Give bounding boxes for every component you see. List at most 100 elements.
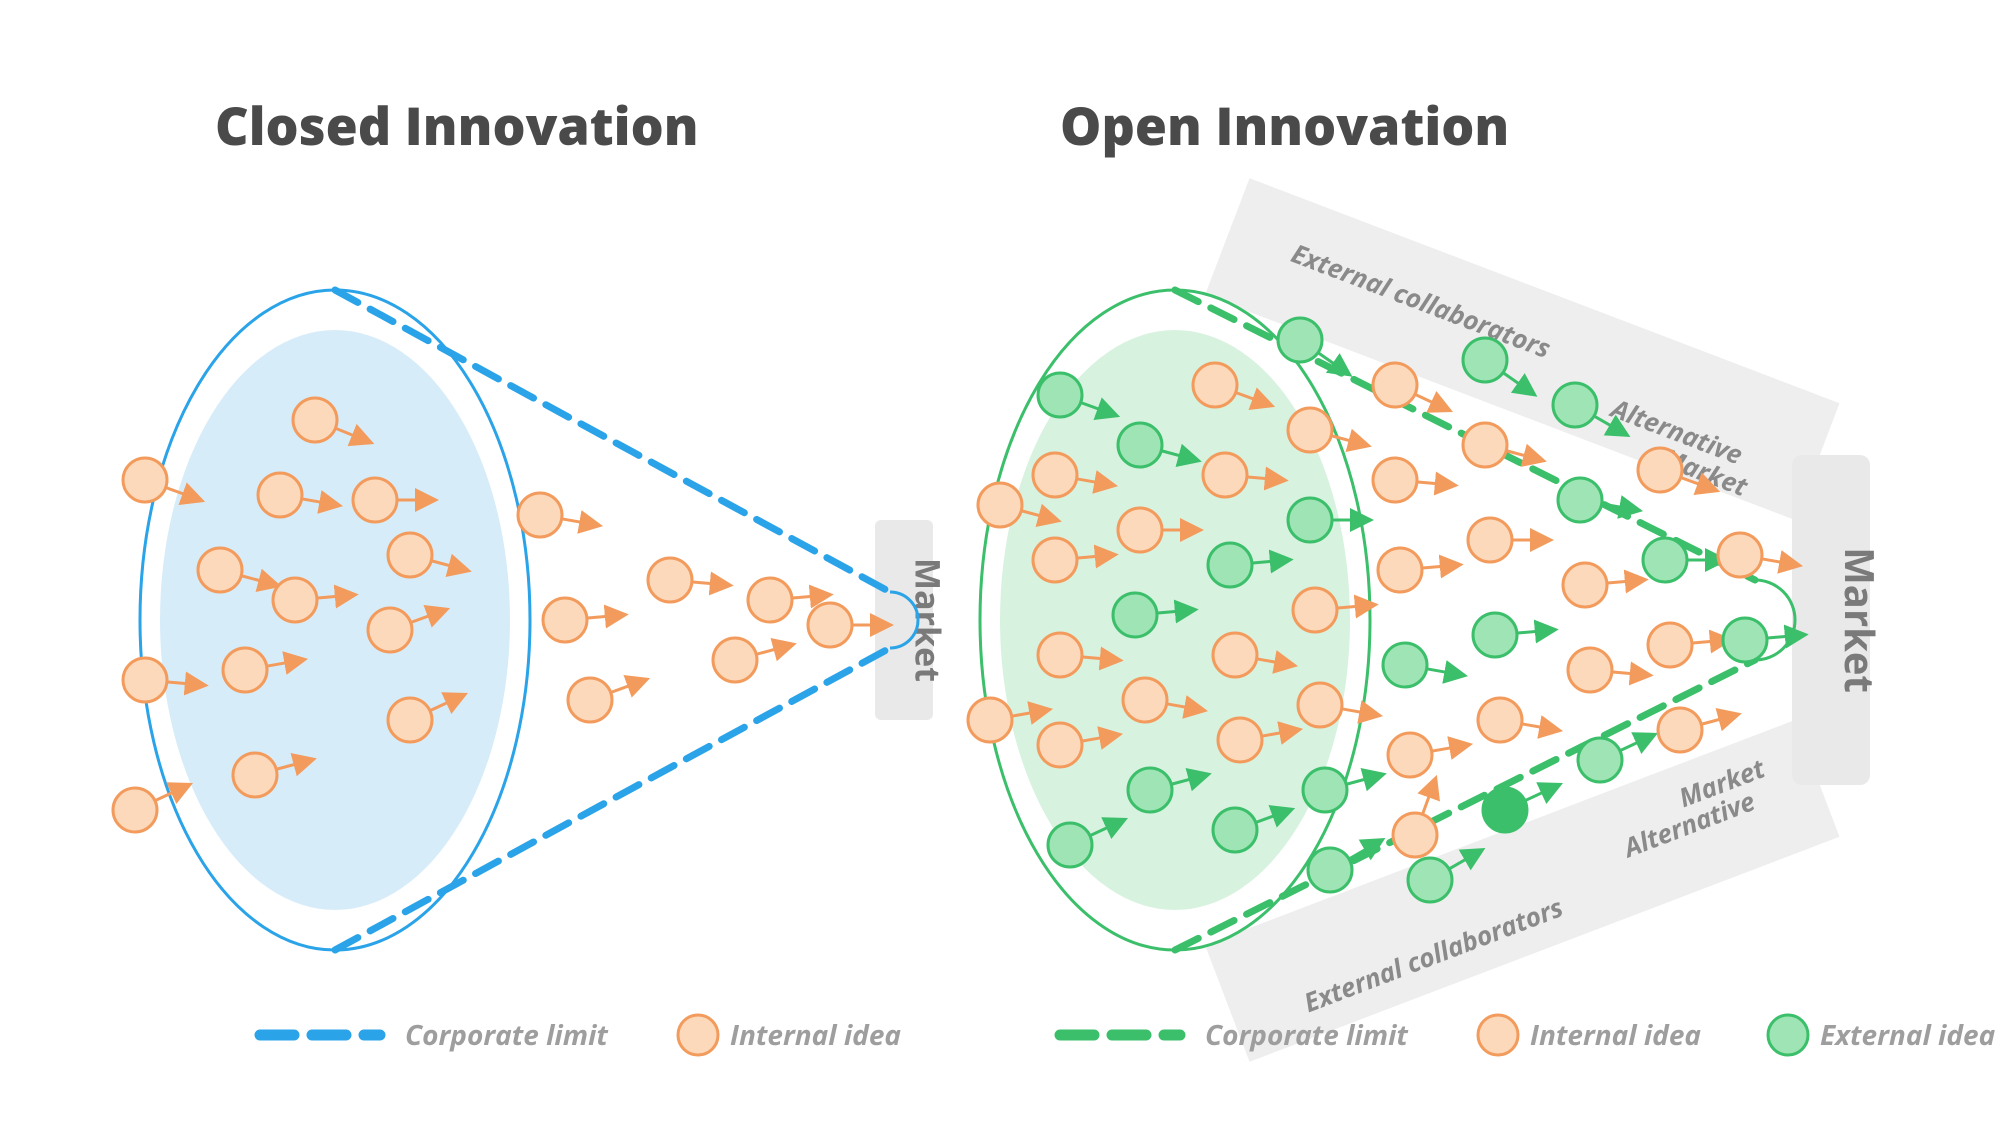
idea-dot xyxy=(1568,648,1648,692)
idea-arrow xyxy=(1420,565,1458,568)
legend-label: External idea xyxy=(1820,1016,1996,1054)
idea-dot xyxy=(543,598,623,642)
idea-circle xyxy=(808,603,852,647)
idea-circle xyxy=(1113,593,1157,637)
idea-circle xyxy=(388,533,432,577)
idea-circle xyxy=(198,548,242,592)
idea-circle xyxy=(568,678,612,722)
closed-market-label: Market xyxy=(906,558,952,682)
idea-arrow xyxy=(559,518,597,525)
idea-circle xyxy=(1038,373,1082,417)
legend-dot xyxy=(1768,1015,1808,1055)
legend-label: Internal idea xyxy=(1530,1016,1701,1054)
idea-circle xyxy=(1718,533,1762,577)
idea-circle xyxy=(368,608,412,652)
idea-circle xyxy=(1048,823,1092,867)
idea-circle xyxy=(113,788,157,832)
idea-dot xyxy=(1393,780,1437,857)
idea-dot xyxy=(1718,533,1797,577)
idea-arrow xyxy=(1759,558,1797,565)
idea-circle xyxy=(123,658,167,702)
idea-circle xyxy=(1478,698,1522,742)
idea-circle xyxy=(388,698,432,742)
idea-circle xyxy=(353,478,397,522)
idea-circle xyxy=(518,493,562,537)
idea-circle xyxy=(1463,338,1507,382)
idea-dot xyxy=(1578,735,1653,782)
idea-circle xyxy=(1033,538,1077,582)
idea-dot xyxy=(1468,518,1548,562)
idea-circle xyxy=(233,753,277,797)
idea-circle xyxy=(1383,643,1427,687)
idea-circle xyxy=(1293,588,1337,632)
idea-circle xyxy=(1373,458,1417,502)
idea-arrow xyxy=(1413,393,1448,409)
idea-dot xyxy=(1378,548,1458,592)
idea-dot xyxy=(1473,613,1553,657)
idea-dot xyxy=(648,558,728,602)
idea-arrow xyxy=(1519,723,1557,730)
idea-circle xyxy=(1128,768,1172,812)
idea-circle xyxy=(1378,548,1422,592)
idea-circle xyxy=(1643,538,1687,582)
idea-circle xyxy=(1288,498,1332,542)
idea-circle xyxy=(258,473,302,517)
open-title: Open Innovation xyxy=(1060,90,1509,161)
legend-dot xyxy=(678,1015,718,1055)
idea-circle xyxy=(1568,648,1612,692)
idea-arrow xyxy=(1523,785,1558,801)
idea-circle xyxy=(1123,678,1167,722)
idea-arrow xyxy=(585,615,623,618)
open-innovation-panel: Market External collaborators Alternativ… xyxy=(968,178,1888,1062)
idea-dot xyxy=(1463,423,1541,467)
idea-circle xyxy=(1213,808,1257,852)
idea-circle xyxy=(1558,478,1602,522)
idea-circle xyxy=(1038,633,1082,677)
idea-arrow xyxy=(609,680,645,693)
idea-arrow xyxy=(690,582,728,585)
idea-circle xyxy=(1278,318,1322,362)
idea-arrow xyxy=(790,595,828,598)
idea-arrow xyxy=(1422,780,1435,816)
idea-circle xyxy=(223,648,267,692)
closed-innovation-panel: Market xyxy=(113,290,952,950)
idea-arrow xyxy=(1618,735,1653,751)
idea-dot xyxy=(1478,698,1557,742)
idea-arrow xyxy=(1329,435,1366,445)
idea-circle xyxy=(1298,683,1342,727)
idea-circle xyxy=(1203,453,1247,497)
idea-circle xyxy=(1578,738,1622,782)
idea-arrow xyxy=(1344,775,1381,785)
idea-circle xyxy=(1118,508,1162,552)
idea-dot xyxy=(568,678,645,722)
idea-arrow xyxy=(1339,708,1377,715)
idea-circle xyxy=(1658,708,1702,752)
idea-dot xyxy=(1388,733,1467,777)
idea-circle xyxy=(968,698,1012,742)
idea-circle xyxy=(748,578,792,622)
idea-circle xyxy=(1218,718,1262,762)
idea-circle xyxy=(273,578,317,622)
idea-circle xyxy=(1393,813,1437,857)
idea-circle xyxy=(1208,543,1252,587)
idea-circle xyxy=(1118,423,1162,467)
idea-circle xyxy=(1638,448,1682,492)
idea-dot xyxy=(713,638,791,682)
legend-dot xyxy=(1478,1015,1518,1055)
idea-arrow xyxy=(754,645,791,655)
idea-circle xyxy=(1303,768,1347,812)
idea-dot xyxy=(1648,623,1728,667)
open-market-label: Market xyxy=(1833,547,1888,693)
idea-circle xyxy=(123,458,167,502)
legend-label: Corporate limit xyxy=(1205,1016,1409,1054)
idea-circle xyxy=(1373,363,1417,407)
idea-circle xyxy=(1038,723,1082,767)
idea-circle xyxy=(1468,518,1512,562)
idea-dot xyxy=(1658,708,1736,752)
idea-circle xyxy=(1193,363,1237,407)
idea-circle xyxy=(1648,623,1692,667)
idea-arrow xyxy=(1424,668,1462,675)
idea-circle xyxy=(1723,618,1767,662)
idea-circle xyxy=(1563,563,1607,607)
idea-circle xyxy=(1483,788,1527,832)
